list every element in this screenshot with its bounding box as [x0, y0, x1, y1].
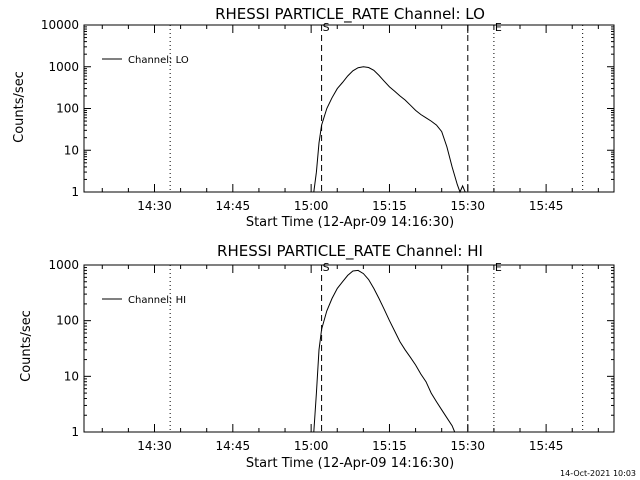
hi-legend: Channel: HI [102, 295, 186, 306]
lo-plot-frame [83, 24, 615, 193]
hi-series [313, 269, 456, 433]
lo-channel-panel: RHESSI PARTICLE_RATE Channel: LO Start T… [12, 5, 615, 230]
lo-legend: Channel: LO [102, 55, 189, 66]
lo-ytick-label-1: 10 [64, 143, 79, 157]
hi-xtick-label-2: 15:00 [294, 439, 329, 453]
hi-marker-label-3: E [495, 261, 502, 274]
footer-timestamp: 14-Oct-2021 10:03 [560, 469, 636, 478]
lo-ytick-label-2: 100 [56, 102, 79, 116]
hi-ytick-label-2: 100 [56, 314, 79, 328]
hi-chart-title: RHESSI PARTICLE_RATE Channel: HI [217, 242, 483, 261]
lo-y-axis-label: Counts/sec [12, 71, 27, 143]
lo-marker-label-1: S [323, 21, 330, 34]
hi-series-line-0 [313, 269, 456, 433]
hi-ytick-label-0: 1 [71, 425, 79, 439]
hi-xtick-label-4: 15:30 [450, 439, 485, 453]
lo-xtick-label-5: 15:45 [529, 199, 564, 213]
lo-series-line-0 [313, 66, 468, 194]
lo-ytick-label-4: 10000 [41, 18, 79, 32]
lo-chart-title: RHESSI PARTICLE_RATE Channel: LO [215, 5, 485, 24]
hi-xtick-label-0: 14:30 [137, 439, 172, 453]
lo-x-ticks: 14:30 14:45 15:00 15:15 15:30 15:45 [101, 25, 599, 213]
hi-x-axis-label: Start Time (12-Apr-09 14:16:30) [246, 456, 454, 471]
lo-xtick-label-2: 15:00 [294, 199, 329, 213]
hi-plot-frame [83, 264, 615, 433]
lo-legend-label: Channel: LO [128, 55, 189, 66]
hi-xtick-label-3: 15:15 [372, 439, 407, 453]
lo-ytick-label-0: 1 [71, 185, 79, 199]
hi-channel-panel: RHESSI PARTICLE_RATE Channel: HI Start T… [19, 242, 615, 471]
lo-x-axis-label: Start Time (12-Apr-09 14:16:30) [246, 215, 454, 230]
hi-legend-label: Channel: HI [128, 295, 186, 306]
hi-y-axis-label: Counts/sec [19, 310, 34, 382]
hi-ytick-label-1: 10 [64, 369, 79, 383]
lo-xtick-label-4: 15:30 [450, 199, 485, 213]
lo-xtick-label-3: 15:15 [372, 199, 407, 213]
lo-xtick-label-1: 14:45 [216, 199, 251, 213]
hi-y-ticks: 1 10 100 1000 [48, 258, 614, 439]
hi-xtick-label-5: 15:45 [529, 439, 564, 453]
lo-series [313, 66, 468, 194]
lo-ytick-label-3: 1000 [48, 60, 79, 74]
lo-y-ticks: 1 10 100 1000 10000 [41, 18, 614, 199]
lo-marker-label-3: E [495, 21, 502, 34]
hi-ytick-label-3: 1000 [48, 258, 79, 272]
hi-x-ticks: 14:30 14:45 15:00 15:15 15:30 15:45 [101, 265, 599, 453]
lo-xtick-label-0: 14:30 [137, 199, 172, 213]
hi-marker-label-1: S [323, 261, 330, 274]
hi-xtick-label-1: 14:45 [216, 439, 251, 453]
